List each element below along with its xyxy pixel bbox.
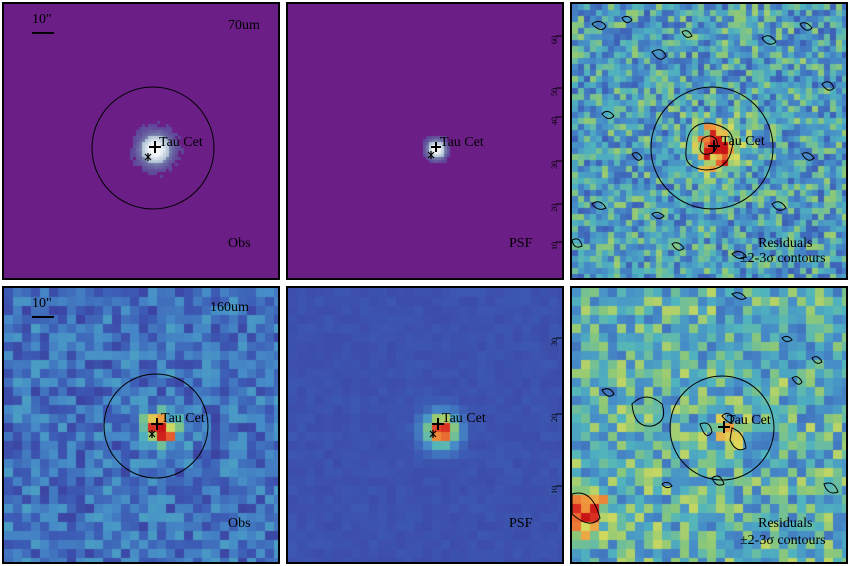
map-image [4,288,278,562]
panel-160um-obs: 10" 160um Tau Cet Obs [2,286,280,564]
band-label: 70um [228,18,260,33]
target-label: Tau Cet [161,411,205,426]
panel-type-label: Residuals [758,236,813,251]
overlay [427,35,562,243]
map-image [4,4,278,278]
tick-label: 10 [550,486,559,494]
overlay [91,86,215,210]
tick-label: 30 [550,338,559,346]
tick-label: 50 [550,88,559,96]
aperture-circle [91,86,215,210]
panel-type-label: PSF [509,236,533,251]
target-label: Tau Cet [727,413,771,428]
panel-160um-residuals: Tau Cet Residuals ±2-3σ contours [570,286,848,564]
peak-marker [427,151,435,159]
peak-marker [144,153,152,161]
tick-label: 10 [550,242,559,250]
panel-70um-obs: 10" 70um Tau Cet Obs [2,2,280,280]
tick-label: 20 [550,204,559,212]
aperture-circle [650,86,774,210]
star-marker [432,418,444,430]
peak-marker [429,430,437,438]
star-marker [431,142,441,152]
overlay [103,373,209,479]
overlay [572,292,839,524]
target-label: Tau Cet [440,135,484,150]
panel-type-label: Obs [228,236,251,251]
overlay [429,337,562,487]
star-marker [149,141,161,153]
panel-70um-psf: 60 50 40 30 20 10 Tau Cet PSF [286,2,564,280]
map-image [572,4,846,278]
panel-160um-psf: 30 20 10 Tau Cet PSF [286,286,564,564]
map-image [288,288,562,562]
aperture-circle [103,373,209,479]
contour-legend: ±2-3σ contours [740,251,826,266]
scale-label: 10" [32,296,52,311]
panel-70um-residuals: Tau Cet Residuals ±2-3σ contours [570,2,848,280]
target-label: Tau Cet [721,134,765,149]
contour [572,292,839,524]
scale-bar [32,32,54,34]
tick-label: 40 [550,117,559,125]
star-marker [718,421,730,433]
panel-type-label: PSF [509,516,533,531]
contour [699,135,718,155]
tick-label: 60 [550,36,559,44]
overlay [572,15,835,260]
scale-label: 10" [32,12,52,27]
map-image [288,4,562,278]
tick-label: 20 [550,414,559,422]
band-label: 160um [210,300,249,315]
panel-type-label: Residuals [758,516,813,531]
contour-legend: ±2-3σ contours [740,533,826,548]
star-marker [151,418,163,430]
target-label: Tau Cet [159,135,203,150]
noise-contours [572,15,835,260]
contour [685,122,734,171]
target-label: Tau Cet [442,411,486,426]
peak-marker [148,430,156,438]
star-marker [708,140,720,152]
panel-type-label: Obs [228,516,251,531]
tick-label: 30 [550,161,559,169]
scale-bar [32,316,54,318]
